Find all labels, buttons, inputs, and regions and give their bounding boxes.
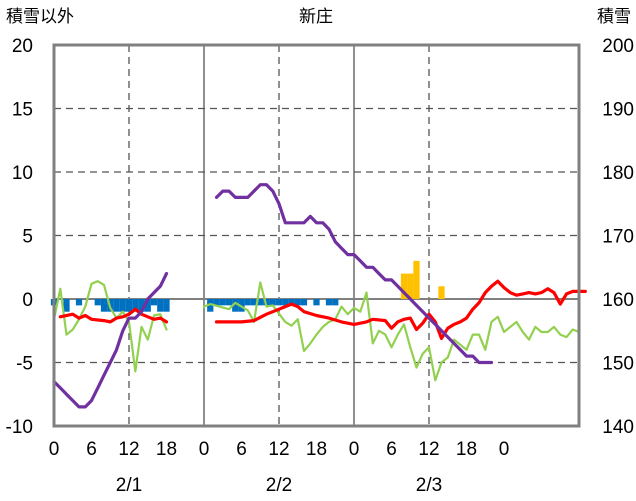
precip_liquid-bar: [207, 299, 214, 312]
snow_depth-line: [214, 183, 494, 365]
precip_liquid-bar: [75, 299, 83, 306]
precip_liquid-bar: [332, 299, 339, 306]
x-tick-label: 0: [49, 439, 60, 460]
x-tick-label: 18: [156, 439, 177, 460]
precip_liquid-bar: [125, 299, 133, 312]
precip_snow-bar: [407, 273, 414, 299]
left-tick-label: 0: [22, 290, 33, 311]
right-tick-label: 180: [602, 163, 634, 184]
precip_liquid-bar: [113, 299, 120, 312]
x-tick-label: 6: [236, 439, 247, 460]
x-tick-label: 0: [199, 439, 210, 460]
precip_liquid-bar: [288, 299, 295, 306]
x-tick-label: 6: [86, 439, 97, 460]
x-tick-label: 18: [306, 439, 327, 460]
precip_liquid-bar: [213, 299, 220, 306]
series-lines: [52, 183, 587, 409]
precip_liquid-bar: [257, 299, 264, 306]
precip_snow-bar: [438, 286, 445, 299]
temperature-line: [214, 279, 587, 340]
x-tick-label: 12: [268, 439, 289, 460]
wind-line: [202, 281, 581, 382]
date-label: 2/1: [116, 475, 142, 496]
precip_liquid-bar: [313, 299, 320, 306]
precip_liquid-bar: [132, 299, 139, 312]
date-label: 2/3: [416, 475, 442, 496]
right-tick-label: 160: [602, 290, 634, 311]
wind-line: [52, 280, 168, 373]
precip_liquid-bar: [163, 299, 170, 312]
precip_liquid-bar: [100, 299, 108, 312]
left-tick-label: -5: [16, 354, 33, 375]
precip_liquid-bar: [138, 299, 145, 312]
precip_snow-bar: [413, 260, 420, 299]
precip_liquid-bar: [294, 299, 301, 306]
left-tick-label: 10: [12, 163, 33, 184]
temperature-line: [58, 307, 169, 324]
right-axis-title: 積雪: [597, 7, 631, 26]
precip_liquid-bar: [275, 299, 283, 306]
right-tick-label: 200: [602, 36, 634, 57]
precip_liquid-bar: [225, 299, 233, 306]
date-label: 2/2: [266, 475, 292, 496]
right-tick-label: 190: [602, 100, 634, 121]
precip_liquid-bar: [119, 299, 126, 312]
precip_liquid-bar: [144, 299, 151, 312]
precip_liquid-bar: [269, 299, 276, 306]
precip_liquid-bar: [157, 299, 164, 312]
right-tick-label: 170: [602, 227, 634, 248]
x-tick-label: 12: [418, 439, 439, 460]
precip_liquid-bar: [263, 299, 270, 306]
precip_liquid-bar: [150, 299, 158, 306]
precip_liquid-bar: [94, 299, 101, 306]
snow_depth-line: [52, 272, 169, 409]
precip_liquid-bar: [63, 299, 70, 312]
plot-frame: [52, 43, 581, 428]
precip_liquid-bar: [232, 299, 239, 312]
left-tick-label: 15: [12, 100, 33, 121]
x-tick-label: 18: [456, 439, 477, 460]
precip_snow-bar: [400, 273, 408, 299]
right-tick-label: 150: [602, 354, 634, 375]
left-tick-label: -10: [6, 417, 33, 438]
precip_liquid-bar: [219, 299, 226, 306]
x-tick-label: 12: [118, 439, 139, 460]
x-tick-label: 0: [499, 439, 510, 460]
precip_liquid-bar: [325, 299, 333, 306]
x-tick-label: 0: [349, 439, 360, 460]
grid: [54, 45, 579, 426]
left-tick-label: 20: [12, 36, 33, 57]
precip_liquid-bar: [244, 299, 251, 306]
precip_liquid-bar: [300, 299, 308, 306]
precip_liquid-bar: [282, 299, 289, 306]
left-axis-title: 積雪以外: [6, 7, 74, 26]
x-tick-label: 6: [386, 439, 397, 460]
left-tick-label: 5: [22, 227, 33, 248]
chart-title: 新庄: [299, 7, 333, 26]
right-tick-label: 140: [602, 417, 634, 438]
precip_liquid-bar: [250, 299, 258, 306]
